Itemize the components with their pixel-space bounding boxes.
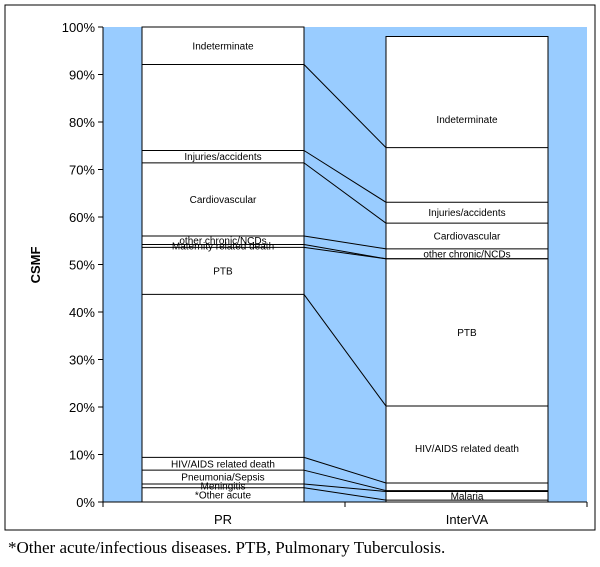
series-line: [303, 162, 387, 224]
segment-label-interva: other chronic/NCDs: [423, 249, 510, 260]
x-tick-label: InterVA: [446, 512, 489, 527]
series-line: [303, 487, 387, 501]
series-line: [303, 483, 387, 493]
series-line: [303, 469, 387, 492]
y-tick-label: 50%: [69, 258, 95, 273]
segment-label-interva: HIV/AIDS related death: [415, 444, 519, 455]
y-tick-label: 90%: [69, 68, 95, 83]
y-axis-label: CSMF: [28, 247, 43, 284]
segment-label-pr: Meningitis: [200, 481, 245, 492]
segment-label-pr: Pneumonia/Sepsis: [181, 473, 264, 484]
segment-label-pr: Maternity related death: [172, 241, 274, 252]
y-tick-label: 100%: [62, 20, 96, 35]
segment-label-interva: Indeterminate: [436, 115, 498, 126]
series-line: [303, 150, 387, 203]
y-tick-label: 70%: [69, 163, 95, 178]
y-tick-label: 0%: [76, 495, 95, 510]
segment-label-pr: Injuries/accidents: [184, 152, 261, 163]
segment-label-interva: Malaria: [451, 491, 484, 502]
segment-label-pr: HIV/AIDS related death: [171, 459, 275, 470]
axes: 0% 10% 20% 30% 40% 50% 60% 70% 80% 90% 100% PR Inter…: [62, 20, 588, 527]
figure-caption: *Other acute/infectious diseases. PTB, P…: [8, 538, 446, 557]
series-line: [303, 456, 387, 484]
y-tick-label: 10%: [69, 448, 95, 463]
segment-label-pr: Cardiovascular: [190, 195, 257, 206]
plot-area: [103, 26, 587, 503]
segment-label-interva: Injuries/accidents: [428, 208, 505, 219]
y-tick-label: 60%: [69, 210, 95, 225]
segment-label-interva: Cardiovascular: [434, 232, 501, 243]
series-line: [303, 235, 387, 250]
segment-label-pr: *Other acute: [195, 490, 252, 501]
bar-interva: [385, 36, 549, 503]
segment-label-pr: PTB: [213, 266, 233, 277]
y-tick-label: 80%: [69, 115, 95, 130]
y-tick-label: 40%: [69, 305, 95, 320]
y-tick-label: 20%: [69, 400, 95, 415]
segment-label-pr: Indeterminate: [192, 41, 254, 52]
segment-label-interva: PTB: [457, 328, 477, 339]
series-line: [303, 64, 387, 149]
series-line: [303, 244, 387, 260]
segment-label-pr: other chronic/NCDs: [179, 236, 266, 247]
bar-pr: [141, 26, 305, 503]
y-tick-label: 30%: [69, 353, 95, 368]
x-tick-label: PR: [214, 512, 232, 527]
series-line: [303, 294, 387, 407]
